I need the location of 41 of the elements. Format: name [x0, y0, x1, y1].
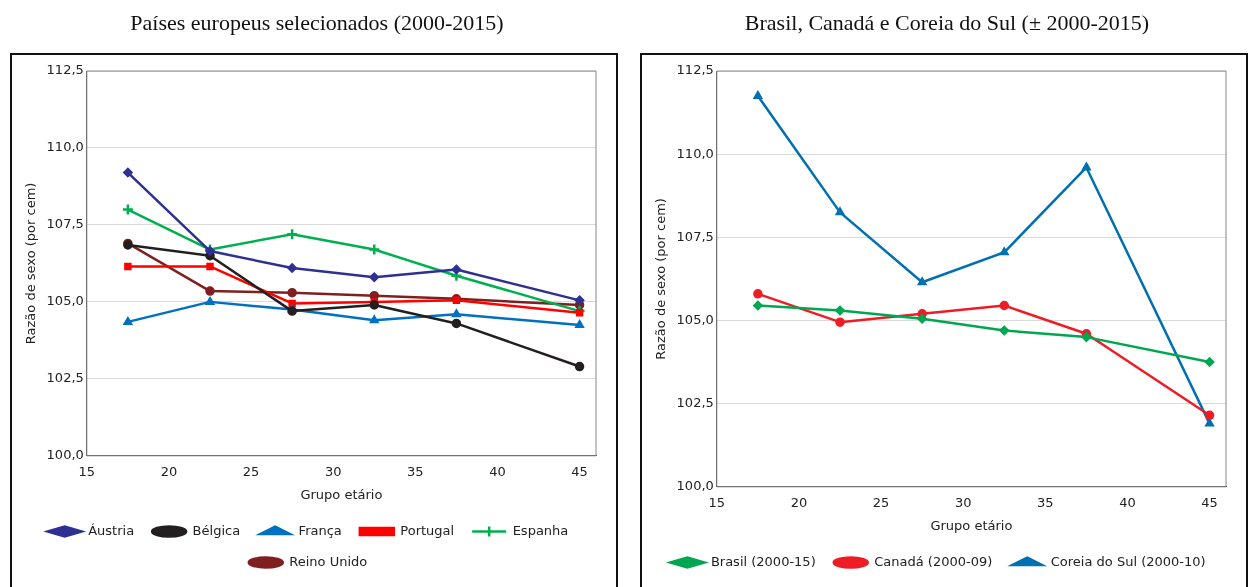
chart-title: Países europeus selecionados (2000-2015): [129, 10, 505, 36]
x-tick-label: 45: [1201, 494, 1218, 510]
x-axis-title: Grupo etário: [300, 486, 383, 502]
y-tick-label: 107,5: [676, 228, 714, 244]
legend-label: Áustria: [88, 522, 135, 538]
chart-title: Brasil, Canadá e Coreia do Sul (± 2000-2015): [743, 10, 1151, 36]
y-tick-label: 100,0: [676, 478, 714, 494]
y-tick-label: 102,5: [676, 395, 714, 411]
y-axis-title: Razão de sexo (por cem): [653, 198, 669, 360]
y-tick-label: 110,0: [46, 139, 84, 155]
y-tick-label: 102,5: [46, 370, 84, 386]
y-tick-label: 110,0: [676, 145, 714, 161]
x-tick-label: 15: [78, 463, 96, 479]
x-axis-title: Grupo etário: [930, 517, 1013, 533]
y-axis-title: Razão de sexo (por cem): [23, 182, 39, 345]
legend-label: Reino Unido: [289, 553, 368, 569]
x-tick-label: 20: [790, 494, 808, 510]
x-tick-label: 25: [872, 494, 890, 510]
y-tick-label: 105,0: [46, 293, 84, 309]
legend-label: Bélgica: [192, 522, 241, 538]
legend-label: Portugal: [400, 522, 455, 538]
legend-label: França: [298, 522, 342, 538]
legend-label: Espanha: [512, 522, 569, 538]
y-tick-label: 100,0: [46, 447, 84, 463]
y-tick-label: 105,0: [676, 311, 714, 327]
legend-label: Brasil (2000-15): [710, 553, 816, 569]
x-tick-label: 40: [489, 463, 506, 479]
x-tick-label: 25: [242, 463, 260, 479]
x-tick-label: 35: [407, 463, 424, 479]
y-tick-label: 112,5: [46, 62, 84, 78]
x-tick-label: 20: [160, 463, 178, 479]
x-tick-label: 30: [954, 494, 972, 510]
y-tick-label: 107,5: [46, 216, 84, 232]
x-tick-label: 40: [1119, 494, 1136, 510]
legend-label: Canadá (2000-09): [874, 553, 993, 569]
x-tick-label: 15: [708, 494, 726, 510]
x-tick-label: 35: [1037, 494, 1054, 510]
x-tick-label: 45: [571, 463, 588, 479]
legend-label: Coreia do Sul (2000-10): [1050, 553, 1206, 569]
y-tick-label: 112,5: [676, 62, 714, 78]
x-tick-label: 30: [324, 463, 342, 479]
